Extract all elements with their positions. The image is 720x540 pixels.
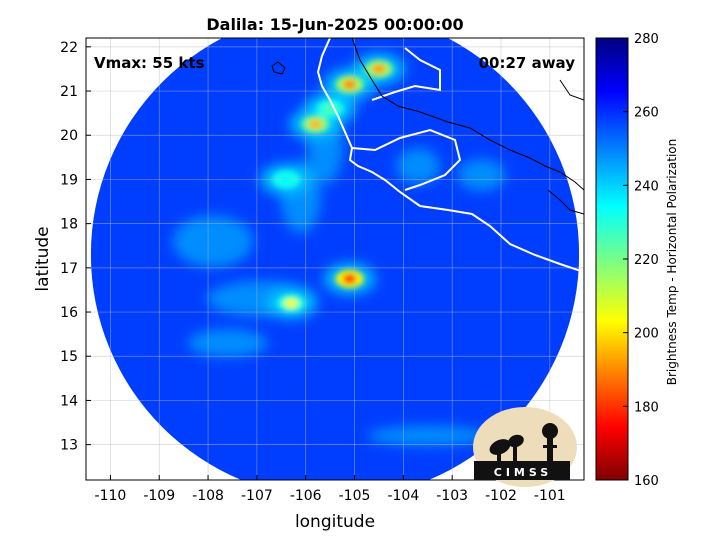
tower-icon [542,423,558,461]
y-tick-label: 18 [60,217,78,233]
coastline [316,38,584,273]
vmax-annotation: Vmax: 55 kts [94,54,204,72]
y-tick-label: 20 [60,128,78,144]
inland-border-white [371,47,441,101]
x-tick-label: -109 [143,488,175,504]
border-white [351,128,462,191]
plot-frame [85,37,585,481]
feature-core-band-south-west [284,298,299,309]
x-axis-label: longitude [295,512,375,532]
time-away-annotation: 00:27 away [479,54,576,72]
colorbar-ticks: 280 260 240 220 200 180 160 [623,32,659,489]
y-tick-label: 13 [60,438,78,454]
x-tick-label: -101 [534,488,566,504]
y-tick-label: 14 [60,393,78,409]
rainband-5 [396,148,440,185]
x-tick-label: -102 [485,488,517,504]
x-tick-label: -104 [387,488,419,504]
logo-text: CIMSS [494,466,552,479]
rainband-4 [172,215,253,268]
rainband-1 [187,328,268,357]
x-tick-label: -103 [436,488,468,504]
colorbar-tick-label: 220 [634,253,659,268]
y-tick-label: 16 [60,305,78,321]
x-tick-label: -105 [339,488,371,504]
y-tick-label: 22 [60,40,78,56]
feature-core-core [342,273,357,284]
grid [86,38,584,480]
x-tick-label: -107 [241,488,273,504]
colorbar-tick-label: 200 [634,327,659,342]
y-tick-label: 17 [60,261,78,277]
logo-base [474,461,570,480]
feature-core-band-north-1 [308,119,323,130]
x-axis: -110 -109 -108 -107 -106 -105 -104 -103 -102 -101 [95,475,566,504]
colorbar-tick-label: 160 [634,474,659,489]
islet [271,61,286,75]
colorbar-tick-label: 240 [634,179,659,194]
feature-core-band-north-4 [371,63,386,74]
cimss-logo: CIMSS [473,407,577,487]
colorbar-tick-label: 280 [634,32,659,47]
satellite-dish-icon [489,434,524,462]
colorbar-label: Brightness Temp - Horizontal Polarizatio… [665,139,679,386]
feature-core-band-north-3 [342,79,357,90]
x-tick-label: -110 [95,488,127,504]
border-black-2 [559,79,584,101]
y-axis-label: latitude [33,226,53,291]
colorbar-tick-label: 180 [634,400,659,415]
colorbar-tick-label: 260 [634,106,659,121]
chart-title: Dalila: 15-Jun-2025 00:00:00 [206,15,463,34]
colorbar [595,37,629,481]
y-tick-label: 19 [60,172,78,188]
x-tick-label: -106 [290,488,322,504]
rainband-6 [457,159,506,192]
border-black-3 [547,189,584,215]
coastline-white [316,38,584,273]
x-tick-label: -108 [192,488,224,504]
y-tick-label: 21 [60,84,78,100]
y-axis: 13 14 15 16 17 18 19 20 21 22 [60,40,91,454]
border-black-1 [351,38,584,191]
y-tick-label: 15 [60,349,78,365]
rainband-7 [367,425,488,446]
land-borders [271,38,584,215]
